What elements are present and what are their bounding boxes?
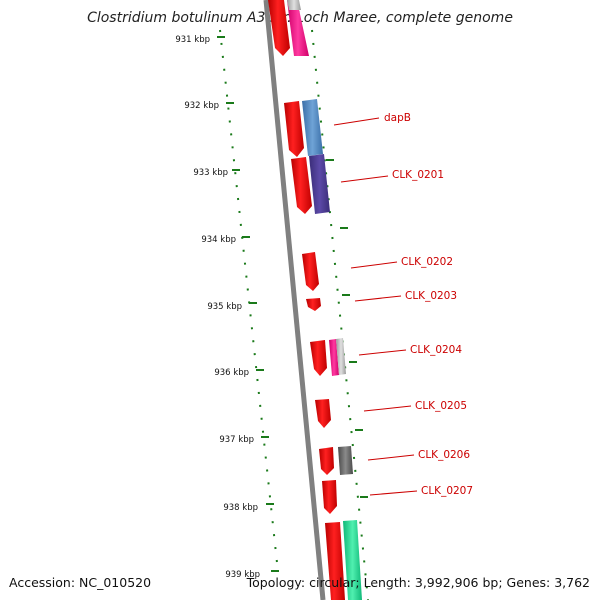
gene-block-darkgray [338,446,353,475]
left-dotted-guide [219,29,279,573]
gene-block-teal [343,520,362,600]
gene-arrow-red [322,480,337,514]
gene-label-CLK_0201: CLK_0201 [392,169,444,181]
genome-backbone [263,0,326,600]
gene-block-purple [309,154,330,214]
gene-arrow-red [325,522,345,600]
gene-block-blue [302,99,323,156]
gene-label-CLK_0207: CLK_0207 [421,485,473,497]
gene-label-leaders [333,117,418,496]
gene-features [268,0,362,600]
gene-labels: dapB CLK_0201 CLK_0202 CLK_0203 CLK_0204… [384,112,473,497]
gene-arrow-red [319,447,334,475]
gene-arrow-red [268,0,290,56]
tick-label: 935 kbp [207,302,242,312]
right-dotted-guide [311,29,369,600]
gene-arrow-red [291,157,312,214]
gene-arrow-red [306,298,321,311]
topology-label: Topology: circular; Length: 3,992,906 bp… [246,575,590,590]
gene-block-gray [287,0,301,10]
gene-arrow-red [310,340,327,376]
gene-arrow-red [315,399,331,428]
tick-label: 931 kbp [175,35,210,45]
tick-label: 933 kbp [193,168,228,178]
gene-block-pink [287,0,309,56]
scale-ticks: 931 kbp 932 kbp 933 kbp 934 kbp 935 kbp … [175,35,279,580]
gene-label-dapB: dapB [384,112,411,124]
gene-label-CLK_0202: CLK_0202 [401,256,453,268]
gene-label-CLK_0203: CLK_0203 [405,290,457,302]
accession-label: Accession: NC_010520 [9,575,152,590]
tick-label: 932 kbp [184,101,219,111]
gene-block-pink [329,339,339,376]
gene-label-CLK_0205: CLK_0205 [415,400,467,412]
tick-label: 934 kbp [201,235,236,245]
tick-label: 936 kbp [214,368,249,378]
tick-label: 939 kbp [225,570,260,580]
gene-arrow-red [302,252,319,291]
gene-arrow-red [284,101,304,157]
gene-label-CLK_0204: CLK_0204 [410,344,462,356]
gene-label-CLK_0206: CLK_0206 [418,449,470,461]
right-ticks [326,159,368,498]
tick-label: 938 kbp [223,503,258,513]
gene-block-gray [336,338,346,375]
tick-label: 937 kbp [219,435,254,445]
